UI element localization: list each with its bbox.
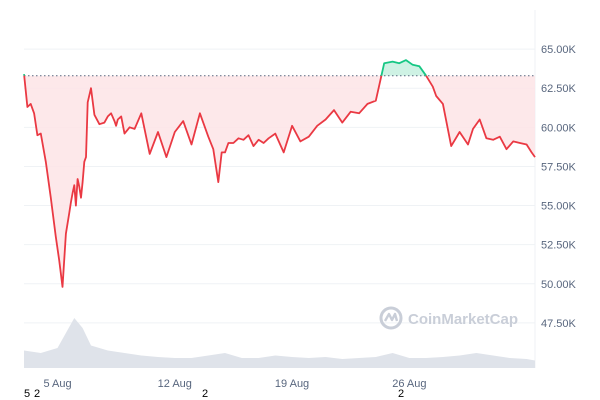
y-tick-label: 55.00K bbox=[541, 201, 577, 213]
corner-label-1: 2 bbox=[34, 388, 40, 400]
area-fill bbox=[24, 60, 535, 287]
corner-label-2: 2 bbox=[202, 388, 208, 400]
price-line bbox=[23, 59, 536, 288]
area-fill-segment-3 bbox=[426, 75, 535, 158]
watermark-text: CoinMarketCap bbox=[408, 311, 518, 328]
x-tick-label: 12 Aug bbox=[158, 378, 192, 390]
y-tick-label: 65.00K bbox=[541, 44, 577, 56]
price-line-segment-3 bbox=[425, 75, 536, 158]
volume-chart bbox=[24, 318, 535, 368]
x-tick-label: 5 Aug bbox=[43, 378, 71, 390]
x-tick-label: 19 Aug bbox=[275, 378, 309, 390]
price-line-segment-2 bbox=[380, 59, 427, 77]
area-fill-segment-2 bbox=[381, 60, 427, 76]
price-line-segment-1 bbox=[23, 75, 383, 288]
y-tick-label: 52.50K bbox=[541, 240, 577, 252]
x-axis-ticks: 5 Aug 12 Aug 19 Aug 26 Aug bbox=[43, 378, 426, 390]
y-tick-label: 60.00K bbox=[541, 122, 577, 134]
y-axis-ticks: 47.50K 50.00K 52.50K 55.00K 57.50K 60.00K 62.5… bbox=[541, 44, 577, 330]
corner-label-0: 5 bbox=[24, 388, 30, 400]
y-tick-label: 50.00K bbox=[541, 279, 577, 291]
y-tick-label: 57.50K bbox=[541, 161, 577, 173]
corner-label-3: 2 bbox=[398, 388, 404, 400]
volume-area bbox=[24, 318, 535, 368]
coinmarketcap-watermark: CoinMarketCap bbox=[379, 306, 518, 330]
coinmarketcap-logo-icon bbox=[379, 306, 403, 330]
y-tick-label: 47.50K bbox=[541, 318, 577, 330]
y-tick-label: 62.50K bbox=[541, 83, 577, 95]
corner-labels: 5 2 2 2 bbox=[24, 388, 404, 400]
x-tick-label: 26 Aug bbox=[392, 378, 426, 390]
